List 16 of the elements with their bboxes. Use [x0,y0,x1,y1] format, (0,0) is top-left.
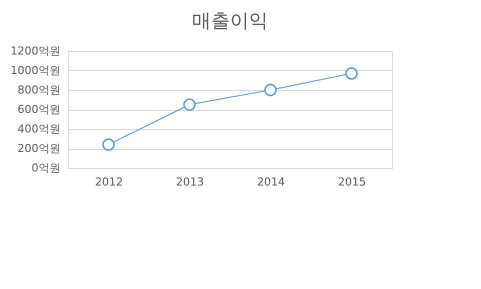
x-tick-label: 2015 [338,176,366,188]
y-tick-label: 400억원 [18,122,60,136]
y-tick-label: 1200억원 [10,44,60,58]
point [345,67,358,80]
point [264,84,277,96]
x-tick-label: 2014 [257,176,285,188]
chart-title: 매출이익 [192,10,268,32]
x-tick-label: 2013 [176,176,204,188]
y-tick-label: 1000억원 [10,64,60,77]
x-tick-label: 2012 [95,176,123,188]
y-tick-label: 800억원 [18,84,60,96]
y-tick-label: 600억원 [18,103,60,116]
y-tick-label: 200억원 [18,142,60,155]
point [183,98,196,111]
y-tick-label: 0억원 [32,162,60,174]
point [102,138,115,151]
